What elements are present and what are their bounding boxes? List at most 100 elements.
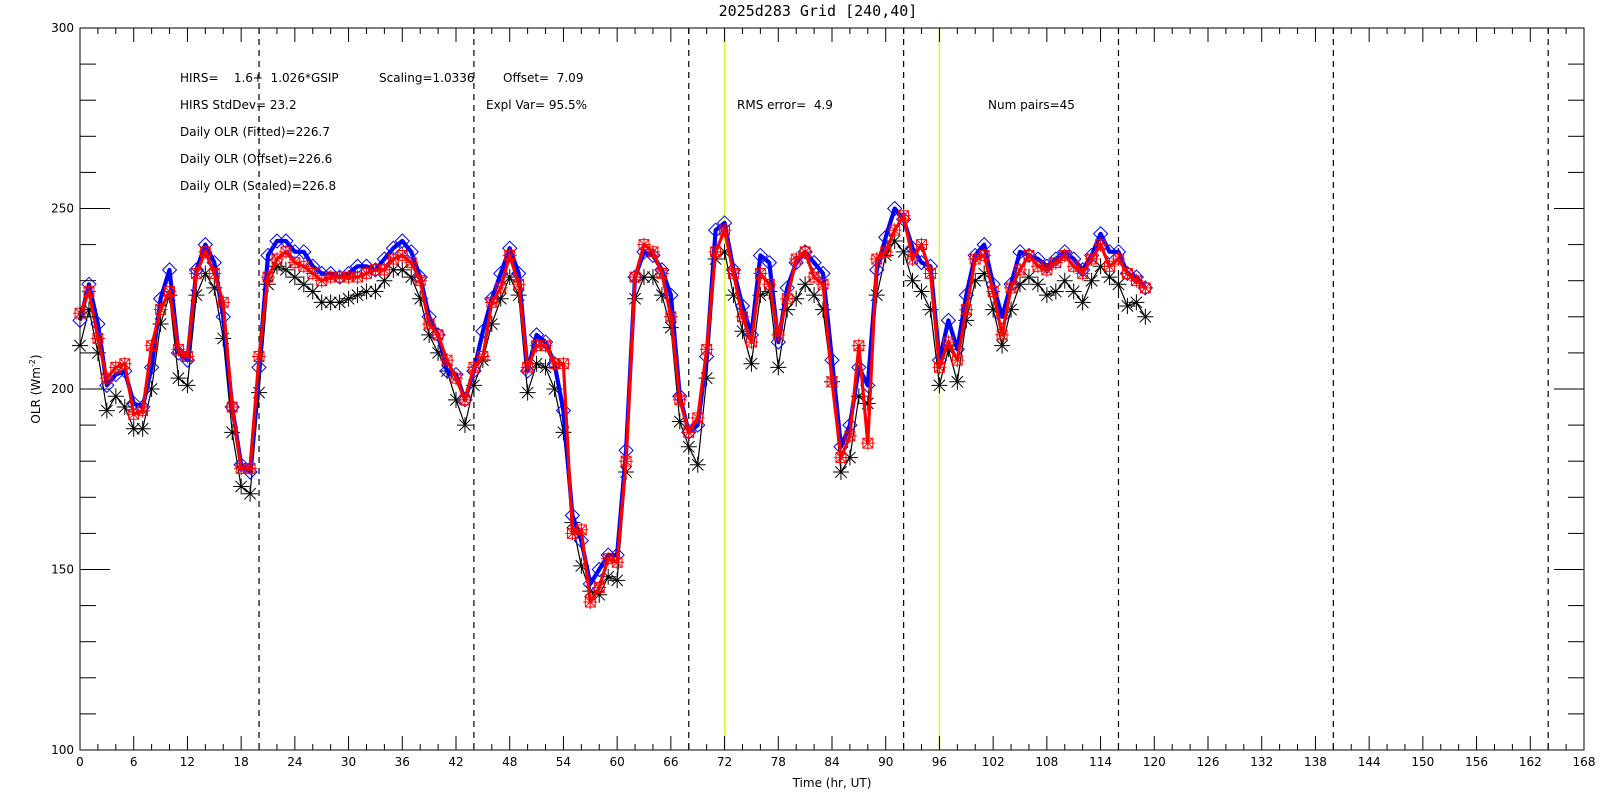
annotation-scaling: Scaling=1.0336	[379, 71, 475, 85]
data-point	[779, 301, 796, 318]
x-tick-label: 48	[502, 755, 517, 769]
data-point	[637, 237, 651, 252]
data-point	[323, 270, 338, 285]
data-point	[395, 248, 410, 263]
data-point	[968, 252, 983, 267]
data-point	[967, 272, 984, 289]
data-point	[1065, 283, 1082, 300]
data-point	[421, 326, 438, 343]
annotation-explained-variance: Expl Var= 95.5%	[486, 98, 587, 112]
data-point	[1137, 308, 1154, 325]
data-point	[887, 223, 902, 238]
data-point	[699, 342, 714, 357]
data-point	[1029, 276, 1046, 293]
x-tick-label: 138	[1304, 755, 1327, 769]
data-point	[681, 425, 696, 440]
data-point	[206, 279, 223, 296]
data-point	[107, 388, 124, 405]
data-point	[832, 464, 849, 481]
data-point	[520, 360, 535, 375]
data-point	[413, 273, 428, 288]
data-point	[851, 338, 866, 353]
data-point	[188, 287, 205, 304]
data-point	[574, 522, 589, 537]
annotation-daily-olr-fitted: Daily OLR (Fitted)=226.7	[180, 125, 330, 139]
x-tick-label: 96	[932, 755, 947, 769]
data-point	[225, 400, 240, 415]
data-point	[825, 374, 839, 389]
data-point	[753, 266, 768, 281]
data-point	[1111, 252, 1126, 267]
data-point	[1003, 301, 1020, 318]
data-point	[592, 580, 607, 595]
data-point	[261, 270, 275, 285]
annotation-offset: Offset= 7.09	[503, 71, 583, 85]
data-point	[90, 331, 105, 346]
y-tick-label: 250	[51, 202, 74, 216]
fit-annotations: HIRS= 1.6+ 1.026*GSIP Scaling=1.0336 Off…	[180, 71, 1075, 193]
data-point	[1021, 248, 1036, 263]
data-point	[896, 208, 911, 223]
data-point	[162, 284, 177, 299]
data-point	[198, 244, 213, 259]
data-point	[170, 370, 187, 387]
data-point	[144, 338, 159, 353]
data-point	[89, 344, 106, 361]
data-point	[1092, 258, 1109, 275]
y-axis-label-tail: )	[29, 354, 43, 359]
data-point	[1048, 255, 1063, 270]
data-point	[653, 287, 670, 304]
data-point	[242, 485, 259, 502]
data-point	[707, 222, 724, 238]
data-point	[153, 302, 168, 317]
data-point	[1120, 266, 1135, 281]
data-point	[628, 270, 643, 285]
data-point	[1075, 266, 1090, 281]
data-point	[977, 248, 992, 263]
data-point	[385, 261, 402, 278]
data-point	[816, 277, 831, 292]
data-point	[905, 252, 920, 267]
data-point	[537, 359, 554, 376]
data-point	[841, 449, 858, 466]
data-point	[332, 270, 347, 285]
y-tick-label: 150	[51, 563, 74, 577]
data-point	[502, 248, 517, 263]
x-tick-label: 126	[1197, 755, 1220, 769]
data-point	[976, 265, 993, 282]
data-point	[1138, 280, 1153, 295]
data-point	[403, 269, 420, 286]
data-point	[1093, 237, 1108, 252]
data-point	[850, 388, 867, 405]
data-point	[340, 290, 357, 307]
chart-title: 2025d283 Grid [240,40]	[719, 2, 918, 20]
data-point	[1119, 297, 1136, 314]
annotation-regression: HIRS= 1.6+ 1.026*GSIP	[180, 71, 339, 85]
data-point	[886, 232, 903, 249]
data-point	[878, 244, 893, 259]
x-tick-label: 114	[1089, 755, 1112, 769]
data-point	[252, 349, 267, 364]
x-tick-label: 6	[130, 755, 138, 769]
data-point	[940, 312, 957, 329]
data-point	[995, 327, 1010, 342]
data-point	[689, 456, 706, 473]
data-point	[663, 309, 678, 324]
data-point	[940, 341, 957, 358]
data-point	[493, 280, 508, 295]
data-point	[501, 269, 518, 286]
data-point	[1020, 269, 1037, 286]
data-point	[789, 252, 804, 267]
data-point	[886, 200, 903, 217]
data-point	[117, 356, 132, 371]
data-point	[725, 287, 742, 304]
x-tick-label: 108	[1035, 755, 1058, 769]
data-point	[286, 269, 303, 286]
data-point	[224, 424, 241, 441]
data-point	[277, 261, 294, 278]
data-point	[108, 360, 123, 375]
data-point	[430, 344, 447, 361]
data-point	[125, 420, 142, 437]
data-point	[126, 407, 141, 422]
